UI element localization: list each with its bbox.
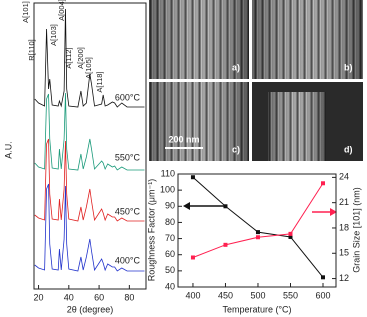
peak-label: A[112] — [64, 47, 73, 68]
series-line — [34, 8, 145, 108]
scale-bar-label: 200 nm — [168, 134, 199, 144]
panel-label: b) — [344, 62, 353, 72]
x-tick-label: 500 — [250, 290, 265, 300]
y-tick-label: 60 — [165, 249, 175, 259]
x-axis-label: Temperature (°C) — [222, 304, 291, 314]
sem-shade — [149, 0, 249, 79]
peak-label: R[110] — [27, 39, 36, 61]
series-line — [34, 138, 145, 222]
data-point — [223, 242, 228, 247]
series-label: 400°C — [115, 255, 141, 265]
data-point — [320, 275, 325, 280]
series-label: 450°C — [115, 206, 141, 216]
data-point — [288, 234, 293, 239]
x-tick-label: 80 — [124, 292, 134, 302]
data-point — [190, 175, 195, 180]
sem-panels: 200 nm a) b) c) d) — [149, 0, 363, 161]
peak-label: A[103] — [49, 24, 58, 46]
series-label: 550°C — [115, 152, 141, 162]
series-line — [192, 176, 324, 278]
sem-shade — [268, 92, 326, 161]
peak-label: A[118] — [95, 71, 104, 92]
x-axis-label: 2θ (degree) — [67, 304, 114, 314]
peak-label: A[004] — [57, 0, 66, 21]
arrows — [183, 202, 337, 216]
panel-label: a) — [232, 62, 240, 72]
x-tick-label: 20 — [34, 292, 44, 302]
x-tick-label: 60 — [94, 292, 104, 302]
data-point — [320, 181, 325, 186]
peak-label: A[200] — [76, 47, 85, 69]
sem-shade — [252, 0, 363, 79]
y2-axis-label: Grain Size [101] (nm) — [351, 187, 361, 273]
plot-frame — [177, 173, 337, 288]
data-point — [190, 255, 195, 260]
y2-tick-label: 24 — [339, 172, 349, 182]
data-point — [288, 231, 293, 236]
arrow-head — [183, 202, 190, 210]
x-tick-label: 40 — [64, 292, 74, 302]
x-tick-label: 450 — [218, 290, 233, 300]
y2-tick-label: 12 — [339, 273, 349, 283]
data-point — [255, 235, 260, 240]
peak-label: A[101] — [21, 1, 30, 23]
y2-tick-label: 21 — [339, 197, 349, 207]
y-tick-label: 40 — [165, 281, 175, 291]
panel-label: d) — [344, 144, 353, 154]
y-tick-label: 50 — [165, 265, 175, 275]
y-axis-label: Roughness Factor (μm⁻¹) — [146, 179, 156, 281]
peak-label: A[105] — [84, 57, 93, 79]
panel-label: c) — [232, 144, 240, 154]
x-tick-label: 400 — [185, 290, 200, 300]
series-label: 600°C — [115, 92, 141, 102]
series-line — [34, 183, 145, 272]
data-point — [223, 204, 228, 209]
y-tick-label: 100 — [160, 185, 175, 195]
data-point — [255, 230, 260, 235]
y2-tick-label: 15 — [339, 248, 349, 258]
y-tick-label: 70 — [165, 233, 175, 243]
x-tick-label: 550 — [283, 290, 298, 300]
series-line — [34, 92, 145, 171]
x-tick-label: 600 — [315, 290, 330, 300]
y-tick-label: 110 — [161, 168, 175, 178]
y2-tick-label: 18 — [339, 222, 349, 232]
plot-frame — [33, 2, 147, 290]
arrow-head — [330, 208, 337, 216]
y-axis-label: A.U. — [3, 141, 13, 159]
y-tick-label: 90 — [165, 201, 175, 211]
y-tick-label: 80 — [165, 217, 175, 227]
